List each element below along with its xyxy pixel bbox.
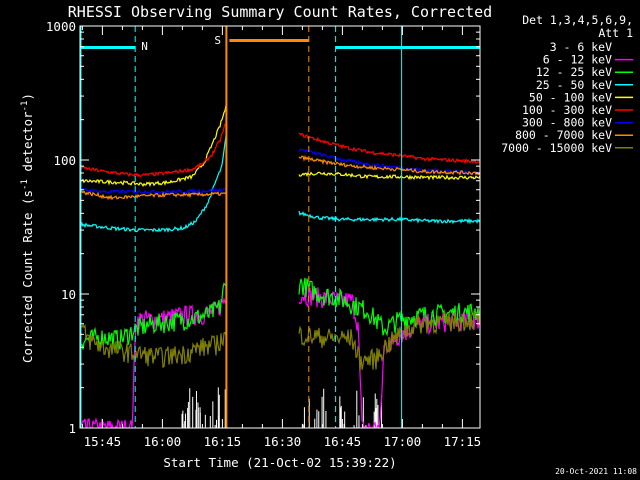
- y-label-part-3: ): [20, 93, 35, 101]
- series-300-800-kev: [80, 148, 480, 195]
- footer-timestamp: 20-Oct-2021 11:08: [555, 467, 637, 476]
- x-tick-label: 16:45: [324, 434, 362, 449]
- flag-s-label: S: [214, 34, 221, 47]
- series-800-7000-kev: [80, 154, 480, 201]
- series-line-before: [80, 135, 227, 233]
- series-12-25-kev: [80, 277, 480, 350]
- y-label-part-1: Corrected Count Rate (s: [20, 190, 35, 363]
- legend-header-line-2: Att 1: [598, 26, 633, 40]
- x-axis: 15:45 16:00 16:15 16:30 16:45 17:00 17:15: [81, 26, 482, 449]
- flag-n-label: N: [141, 40, 148, 53]
- y-axis-label: Corrected Count Rate (s-1 detector-1): [20, 93, 35, 363]
- series-line-before: [80, 104, 227, 188]
- x-axis-label: Start Time (21-Oct-02 15:39:22): [163, 455, 396, 470]
- legend-label: 800 - 7000 keV: [515, 128, 612, 142]
- x-tick-label: 16:00: [144, 434, 182, 449]
- x-tick-label: 17:00: [384, 434, 422, 449]
- legend-label: 300 - 800 keV: [522, 116, 612, 130]
- series-line-before: [80, 282, 227, 350]
- series-line-after: [298, 171, 480, 181]
- y-label-part-2: detector: [20, 111, 35, 179]
- series-line-after: [298, 132, 480, 165]
- chart-title: RHESSI Observing Summary Count Rates, Co…: [68, 3, 492, 21]
- series-25-50-kev: [80, 135, 480, 233]
- series-line-after: [298, 310, 480, 371]
- series-line-before: [80, 323, 227, 368]
- x-tick-label: 17:15: [444, 434, 482, 449]
- y-label-sup-1: -1: [20, 179, 30, 190]
- series-line-after: [298, 148, 480, 176]
- series-line-before: [80, 190, 227, 201]
- legend-label: 7000 - 15000 keV: [501, 141, 612, 155]
- series-100-300-kev: [80, 123, 480, 178]
- x-tick-label: 16:15: [204, 434, 242, 449]
- x-tick-label: 15:45: [84, 434, 122, 449]
- series-3-6-kev: [181, 376, 383, 428]
- series-line-before: [80, 123, 227, 178]
- series-line-before: [80, 187, 227, 195]
- y-tick-label: 1000: [46, 19, 76, 34]
- legend-label: 6 - 12 keV: [543, 53, 612, 67]
- series-line-after: [298, 277, 480, 337]
- y-tick-label: 100: [53, 153, 76, 168]
- legend-header-line-1: Det 1,3,4,5,6,9,: [522, 13, 633, 27]
- legend-label: 3 - 6 keV: [550, 40, 612, 54]
- legend-label: 12 - 25 keV: [536, 65, 612, 79]
- flag-n-bar: [80, 46, 136, 49]
- legend-label: 100 - 300 keV: [522, 103, 612, 117]
- plot-frame: [79, 25, 481, 429]
- flag-n-bar: [335, 46, 480, 49]
- series-line-before: [80, 297, 227, 428]
- flag-s-bar: [229, 39, 309, 42]
- legend-label: 25 - 50 keV: [536, 78, 612, 92]
- series-line-after: [298, 154, 480, 176]
- y-tick-label: 1: [68, 421, 76, 436]
- series-line-after: [298, 210, 480, 225]
- y-axis: 1 10 100 1000: [46, 19, 480, 436]
- y-label-sup-2: -1: [20, 101, 30, 112]
- y-tick-label: 10: [61, 287, 76, 302]
- x-tick-label: 16:30: [264, 434, 302, 449]
- legend-label: 50 - 100 keV: [529, 90, 612, 104]
- series-50-100-kev: [80, 104, 480, 188]
- series-7000-15000-kev: [80, 310, 480, 371]
